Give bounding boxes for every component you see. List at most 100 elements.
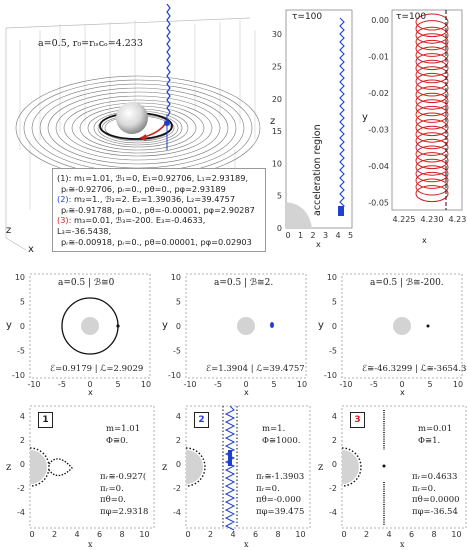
x-tick-label: 10 [451, 530, 461, 539]
y-tick-label: -0.04 [368, 162, 389, 171]
z-vs-x-ylabel: z [270, 116, 276, 127]
orbit-xz-panel-3: 4 2 0 -2 -4 0 2 4 6 8 10 3 m=0.01 Φ≅1. πᵣ=0.4633 πᵣ=0. π… [312, 402, 467, 550]
momentum-block: πᵣ≅-1.3903 πᵣ=0. πθ=-0.000 πφ=39.475 [256, 472, 310, 518]
momentum-p2: πᵣ=0. [412, 483, 436, 494]
red-loop [415, 178, 449, 196]
panel-badge: 3 [350, 412, 365, 428]
y-tick-label: -2 [17, 484, 25, 493]
z-axis-label: z [6, 462, 12, 473]
particle-dot [116, 324, 120, 328]
z-tick-label: 5 [277, 192, 282, 201]
x-tick-label: 0 [87, 380, 92, 389]
legend-entry-3: (3): m₃=0.01, ℬ₃=-200. E₃=-0.4633, L₃=-3… [57, 215, 261, 236]
z-tick-label: 20 [272, 95, 282, 104]
x-tick-label: 0 [285, 231, 290, 240]
red-loop [415, 105, 449, 123]
momentum-p1: πᵣ=0.4633 [412, 472, 458, 482]
horizon-boundary [185, 447, 206, 487]
orbit-2-path [224, 405, 236, 531]
y-tick-label: 0.00 [371, 16, 389, 25]
red-loop [415, 66, 449, 84]
y-tick-label: 4 [20, 412, 25, 421]
axis-x-label: x [28, 244, 34, 255]
phi-label: Φ≅0. [106, 436, 129, 446]
y-tick-label: -5 [17, 347, 25, 356]
red-loop [415, 13, 449, 31]
red-loop [415, 185, 449, 203]
x-axis-label: x [400, 540, 405, 549]
y-axis-label: y [318, 320, 324, 331]
black-hole-region [286, 202, 312, 228]
x-axis-label: x [400, 388, 405, 397]
x-tick-label: 10 [453, 380, 463, 389]
x-tick-label: 1 [298, 231, 303, 240]
y-tick-label: 4 [176, 412, 181, 421]
y-tick-label: -4 [329, 508, 337, 517]
orbit-2-dense [228, 450, 232, 466]
legend-line1-1: m₁=1.01, ℬ₁=0, E₁=0.92706, L₁=2.93189, [73, 173, 249, 183]
momentum-p2: πᵣ=0. [100, 483, 124, 494]
x-tick-label: -10 [339, 380, 352, 389]
panel-badge: 1 [38, 412, 53, 428]
orbit-3-dot [426, 324, 430, 328]
red-loop [415, 46, 449, 64]
z-ticks: 0 5 10 15 20 25 30 [272, 30, 282, 233]
orbit-xz-panel-2: 4 2 0 -2 -4 0 2 4 6 8 10 2 m=1. Φ≅1000. πᵣ≅-1.3903 πᵣ=0… [156, 402, 311, 550]
red-loop [415, 33, 449, 51]
y-tick-label: -5 [329, 347, 337, 356]
red-loop [415, 158, 449, 176]
z-axis-label: z [162, 462, 168, 473]
x-axis-label: x [244, 540, 249, 549]
y-tick-label: 10 [171, 273, 181, 282]
panel-title: a=0.5 | ℬ≅2. [214, 278, 274, 288]
z-tick-label: 10 [272, 159, 282, 168]
legend-lead-1: (1): [57, 173, 72, 183]
x-tick-label: 4.235 [449, 215, 467, 224]
y-axis-label: y [162, 320, 168, 331]
y-tick-label: 0 [332, 460, 337, 469]
momentum-block: πᵣ=0.4633 πᵣ=0. πθ=0.0000 πφ=-36.54 [412, 472, 466, 518]
panel-stats: ℰ=1.3904 | ℒ=39.4757 [206, 364, 305, 374]
x-tick-label: 2 [52, 530, 57, 539]
legend-lead-3: (3): [57, 215, 72, 226]
orbit-xz-panel-1: 4 2 0 -2 -4 0 2 4 6 8 10 1 m=1.01 Φ≅0. πᵣ≅-0.927(πᵣ=0.… [0, 402, 155, 550]
x-tick-label: 0 [399, 380, 404, 389]
momentum-p3: πθ=0. [100, 495, 126, 505]
orbit-xy-svg: 10 5 0 -5 -10-10 -5 0 5 10 [168, 273, 307, 389]
momentum-p4: πφ=2.9318 [100, 506, 149, 517]
y-tick-label: 2 [332, 436, 337, 445]
phi-label: Φ≅1. [418, 436, 441, 446]
z-tick-label: 30 [272, 30, 282, 39]
3d-box-frame [5, 17, 251, 251]
x-tick-label: 8 [431, 530, 436, 539]
x-tick-label: 8 [119, 530, 124, 539]
x-tick-label: 0 [243, 380, 248, 389]
y-zoom-ylabel: y [362, 112, 368, 123]
red-loop [415, 53, 449, 71]
red-loop [415, 138, 449, 156]
orbit-xy-panel-2: 10 5 0 -5 -10 -10 -5 0 5 10 a=0.5 | ℬ≅2. ℰ=1.3904 |… [156, 270, 311, 397]
y-tick-label: 2 [176, 436, 181, 445]
y-tick-label: -10 [324, 371, 337, 380]
orbit-xy-svg: 10 5 0 -5 -10-10 -5 0 5 10 [324, 273, 463, 389]
legend-line2-2: pᵣ≅-0.91788, pᵣ=0., pθ=-0.00001, pφ=2.90… [61, 204, 255, 215]
x-tick-label: 4 [386, 530, 391, 539]
orbit-1-path [48, 458, 73, 477]
x-axis-label: x [244, 388, 249, 397]
red-loop [415, 20, 449, 38]
y-tick-label: 0 [176, 322, 181, 331]
3d-vertical-rods [19, 20, 256, 215]
x-tick-label: 8 [275, 530, 280, 539]
orbit-xy-panel-1: 10 5 0 -5 -10 -10 -5 0 5 10 a=0.5 | ℬ≅0 ℰ=0.9179 | … [0, 270, 155, 397]
x-axis-label: x [88, 540, 93, 549]
panel-title: a=0.5 | ℬ≅-200. [370, 278, 444, 288]
x-tick-label: 2 [208, 530, 213, 539]
x-tick-label: 4.225 [393, 215, 416, 224]
black-hole-sphere [116, 102, 148, 134]
black-hole-disc [393, 317, 411, 335]
momentum-p2: πᵣ=0. [256, 483, 280, 494]
red-loop [415, 145, 449, 163]
panel-title: a=0.5 | ℬ≅0 [58, 278, 115, 288]
momentum-p1: πᵣ≅-1.3903 [256, 472, 305, 482]
